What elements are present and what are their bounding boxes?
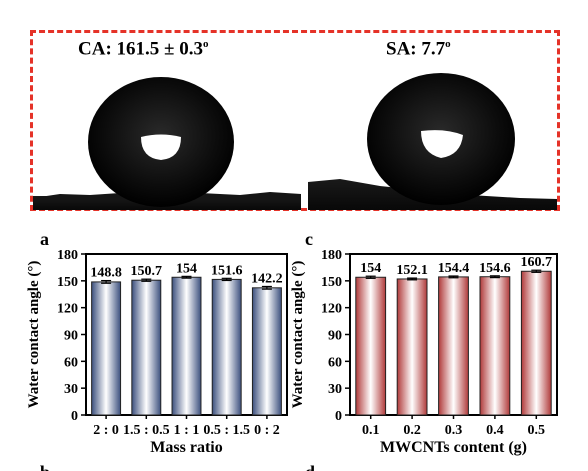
- panel-label: a: [40, 229, 49, 249]
- y-tick-label: 60: [328, 355, 342, 370]
- value-label: 152.1: [396, 263, 428, 278]
- value-label: 154: [360, 261, 381, 276]
- sa-droplet-photo: [308, 73, 557, 210]
- bar: [355, 276, 387, 416]
- sliding-angle-label: SA: 7.7o: [386, 38, 451, 60]
- x-tick-label: 2 : 0: [93, 423, 119, 438]
- y-tick-label: 90: [328, 329, 342, 344]
- bar: [438, 276, 469, 416]
- y-tick-label: 120: [57, 302, 78, 317]
- x-tick-label: 0.4: [486, 423, 504, 438]
- bar: [479, 276, 511, 416]
- ca-droplet-highlight: [141, 134, 181, 160]
- y-tick-label: 150: [321, 275, 342, 290]
- y-axis-label: Water contact angle (°): [26, 261, 42, 409]
- value-label: 150.7: [131, 264, 163, 279]
- bar: [251, 287, 282, 416]
- y-tick-label: 30: [328, 382, 342, 397]
- bar: [211, 278, 242, 416]
- sa-droplet-highlight: [421, 130, 463, 158]
- value-label: 142.2: [251, 271, 283, 286]
- value-label: 148.8: [90, 266, 122, 281]
- bar: [131, 279, 162, 416]
- x-tick-label: 1.5 : 0.5: [123, 423, 170, 438]
- y-axis-label: Water contact angle (°): [290, 261, 306, 409]
- y-tick-label: 30: [64, 382, 78, 397]
- y-tick-label: 90: [64, 329, 78, 344]
- x-tick-label: 0.2: [403, 423, 421, 438]
- x-axis-label: Mass ratio: [150, 439, 222, 456]
- value-label: 154.6: [479, 261, 511, 276]
- y-tick-label: 0: [71, 409, 78, 424]
- value-label: 160.7: [521, 255, 553, 270]
- panel-label-b: b: [40, 462, 50, 471]
- x-tick-label: 0 : 2: [254, 423, 280, 438]
- bar: [520, 270, 552, 416]
- panel-label: c: [305, 229, 313, 249]
- panel-label-d: d: [305, 462, 315, 471]
- x-tick-label: 0.1: [362, 423, 380, 438]
- y-tick-label: 0: [335, 409, 342, 424]
- bar: [171, 276, 202, 416]
- ca-droplet-photo: [33, 77, 301, 210]
- contact-angle-label: CA: 161.5 ± 0.3o: [78, 38, 209, 60]
- bar: [396, 278, 428, 416]
- x-tick-label: 1 : 1: [174, 423, 200, 438]
- value-label: 151.6: [211, 263, 243, 278]
- value-label: 154.4: [438, 261, 470, 276]
- x-tick-label: 0.5 : 1.5: [203, 423, 250, 438]
- value-label: 154: [176, 261, 197, 276]
- y-tick-label: 60: [64, 355, 78, 370]
- x-tick-label: 0.3: [445, 423, 463, 438]
- y-tick-label: 180: [57, 248, 78, 263]
- x-tick-label: 0.5: [528, 423, 546, 438]
- y-tick-label: 150: [57, 275, 78, 290]
- y-tick-label: 180: [321, 248, 342, 263]
- x-axis-label: MWCNTs content (g): [380, 439, 527, 456]
- bar: [91, 281, 122, 416]
- y-tick-label: 120: [321, 302, 342, 317]
